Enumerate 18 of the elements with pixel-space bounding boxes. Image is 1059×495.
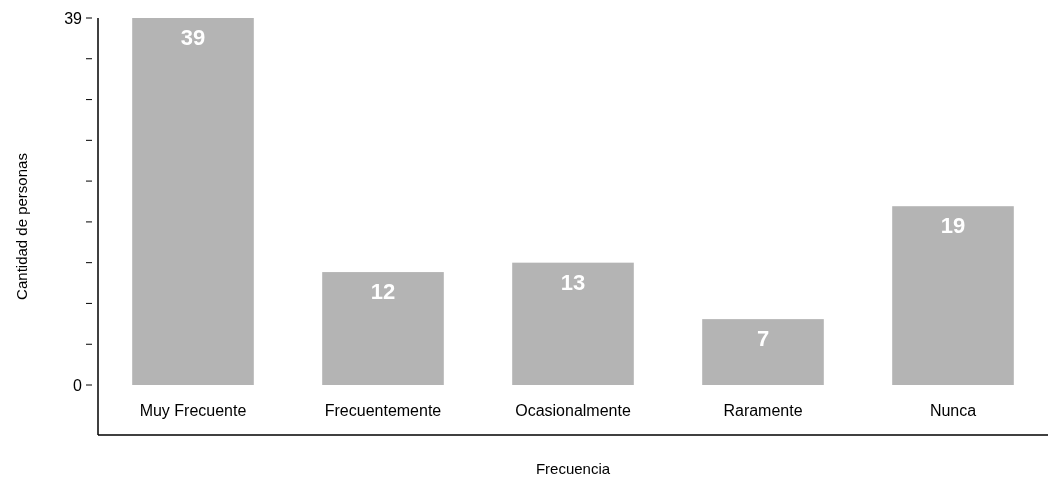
data-label: 19 [940,213,966,239]
bar [322,272,444,385]
x-tick-label: Nunca [929,402,977,419]
bar [702,319,824,385]
data-label: 12 [370,279,396,305]
x-axis-title: Frecuencia [535,460,611,477]
x-tick-label: Ocasionalmente [515,402,631,419]
x-tick-label: Raramente [723,402,803,419]
data-label: 13 [560,269,586,295]
x-tick-label: Muy Frecuente [139,402,247,419]
bar [892,206,1014,385]
data-label: 7 [756,326,770,352]
bar [512,262,634,385]
data-label: 39 [180,25,206,50]
bar [132,18,254,385]
x-tick-label: Frecuentemente [324,402,442,419]
y-axis-title: Cantidad de personas [13,153,31,300]
y-tick-label: 0 [73,376,83,394]
